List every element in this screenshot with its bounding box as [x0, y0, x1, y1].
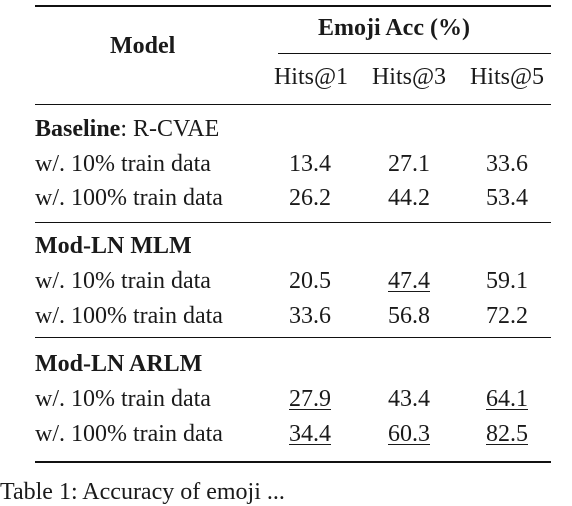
row-label: w/. 10% train data	[35, 151, 211, 177]
hits1-column-header: Hits@1	[273, 64, 349, 90]
table-cell: 13.4	[289, 151, 331, 177]
section-title: Mod-LN MLM	[35, 232, 192, 260]
section-title-bold: Mod-LN ARLM	[35, 351, 203, 377]
group-underline-rule	[278, 53, 551, 55]
header-rule	[35, 104, 551, 106]
table-cell: 59.1	[486, 268, 528, 294]
section-title: Baseline: R-CVAE	[35, 115, 219, 143]
table-cell: 64.1	[486, 386, 528, 412]
table-cell: 33.6	[289, 303, 331, 329]
table-cell: 47.4	[388, 268, 430, 294]
row-label: w/. 100% train data	[35, 303, 223, 329]
table-cell: 33.6	[486, 151, 528, 177]
table-cell: 34.4	[289, 421, 331, 447]
row-label: w/. 100% train data	[35, 185, 223, 211]
section-title: Mod-LN ARLM	[35, 350, 202, 378]
table-cell: 20.5	[289, 268, 331, 294]
model-column-header: Model	[110, 33, 176, 59]
row-label: w/. 10% train data	[35, 268, 211, 294]
section-title-bold: Baseline	[35, 116, 121, 142]
bottom-rule	[35, 461, 551, 463]
table-cell: 26.2	[289, 185, 331, 211]
table-cell: 44.2	[388, 185, 430, 211]
row-label: w/. 10% train data	[35, 386, 211, 412]
hits3-column-header: Hits@3	[371, 64, 447, 90]
section-divider-rule	[35, 337, 551, 339]
emoji-acc-group-header: Emoji Acc (%)	[318, 15, 470, 41]
table-cell: 82.5	[486, 421, 528, 447]
table-cell: 53.4	[486, 185, 528, 211]
section-title-bold: Mod-LN MLM	[35, 233, 192, 259]
section-divider-rule	[35, 222, 551, 224]
table-cell: 27.9	[289, 386, 331, 412]
table-cell: 27.1	[388, 151, 430, 177]
table-cell: 43.4	[388, 386, 430, 412]
table-cell: 72.2	[486, 303, 528, 329]
table-cell: 56.8	[388, 303, 430, 329]
table-cell: 60.3	[388, 421, 430, 447]
hits5-column-header: Hits@5	[469, 64, 545, 90]
row-label: w/. 100% train data	[35, 421, 223, 447]
section-title-rest: : R-CVAE	[120, 116, 220, 142]
table-caption: Table 1: Accuracy of emoji ...	[0, 479, 285, 505]
top-rule	[35, 5, 551, 7]
